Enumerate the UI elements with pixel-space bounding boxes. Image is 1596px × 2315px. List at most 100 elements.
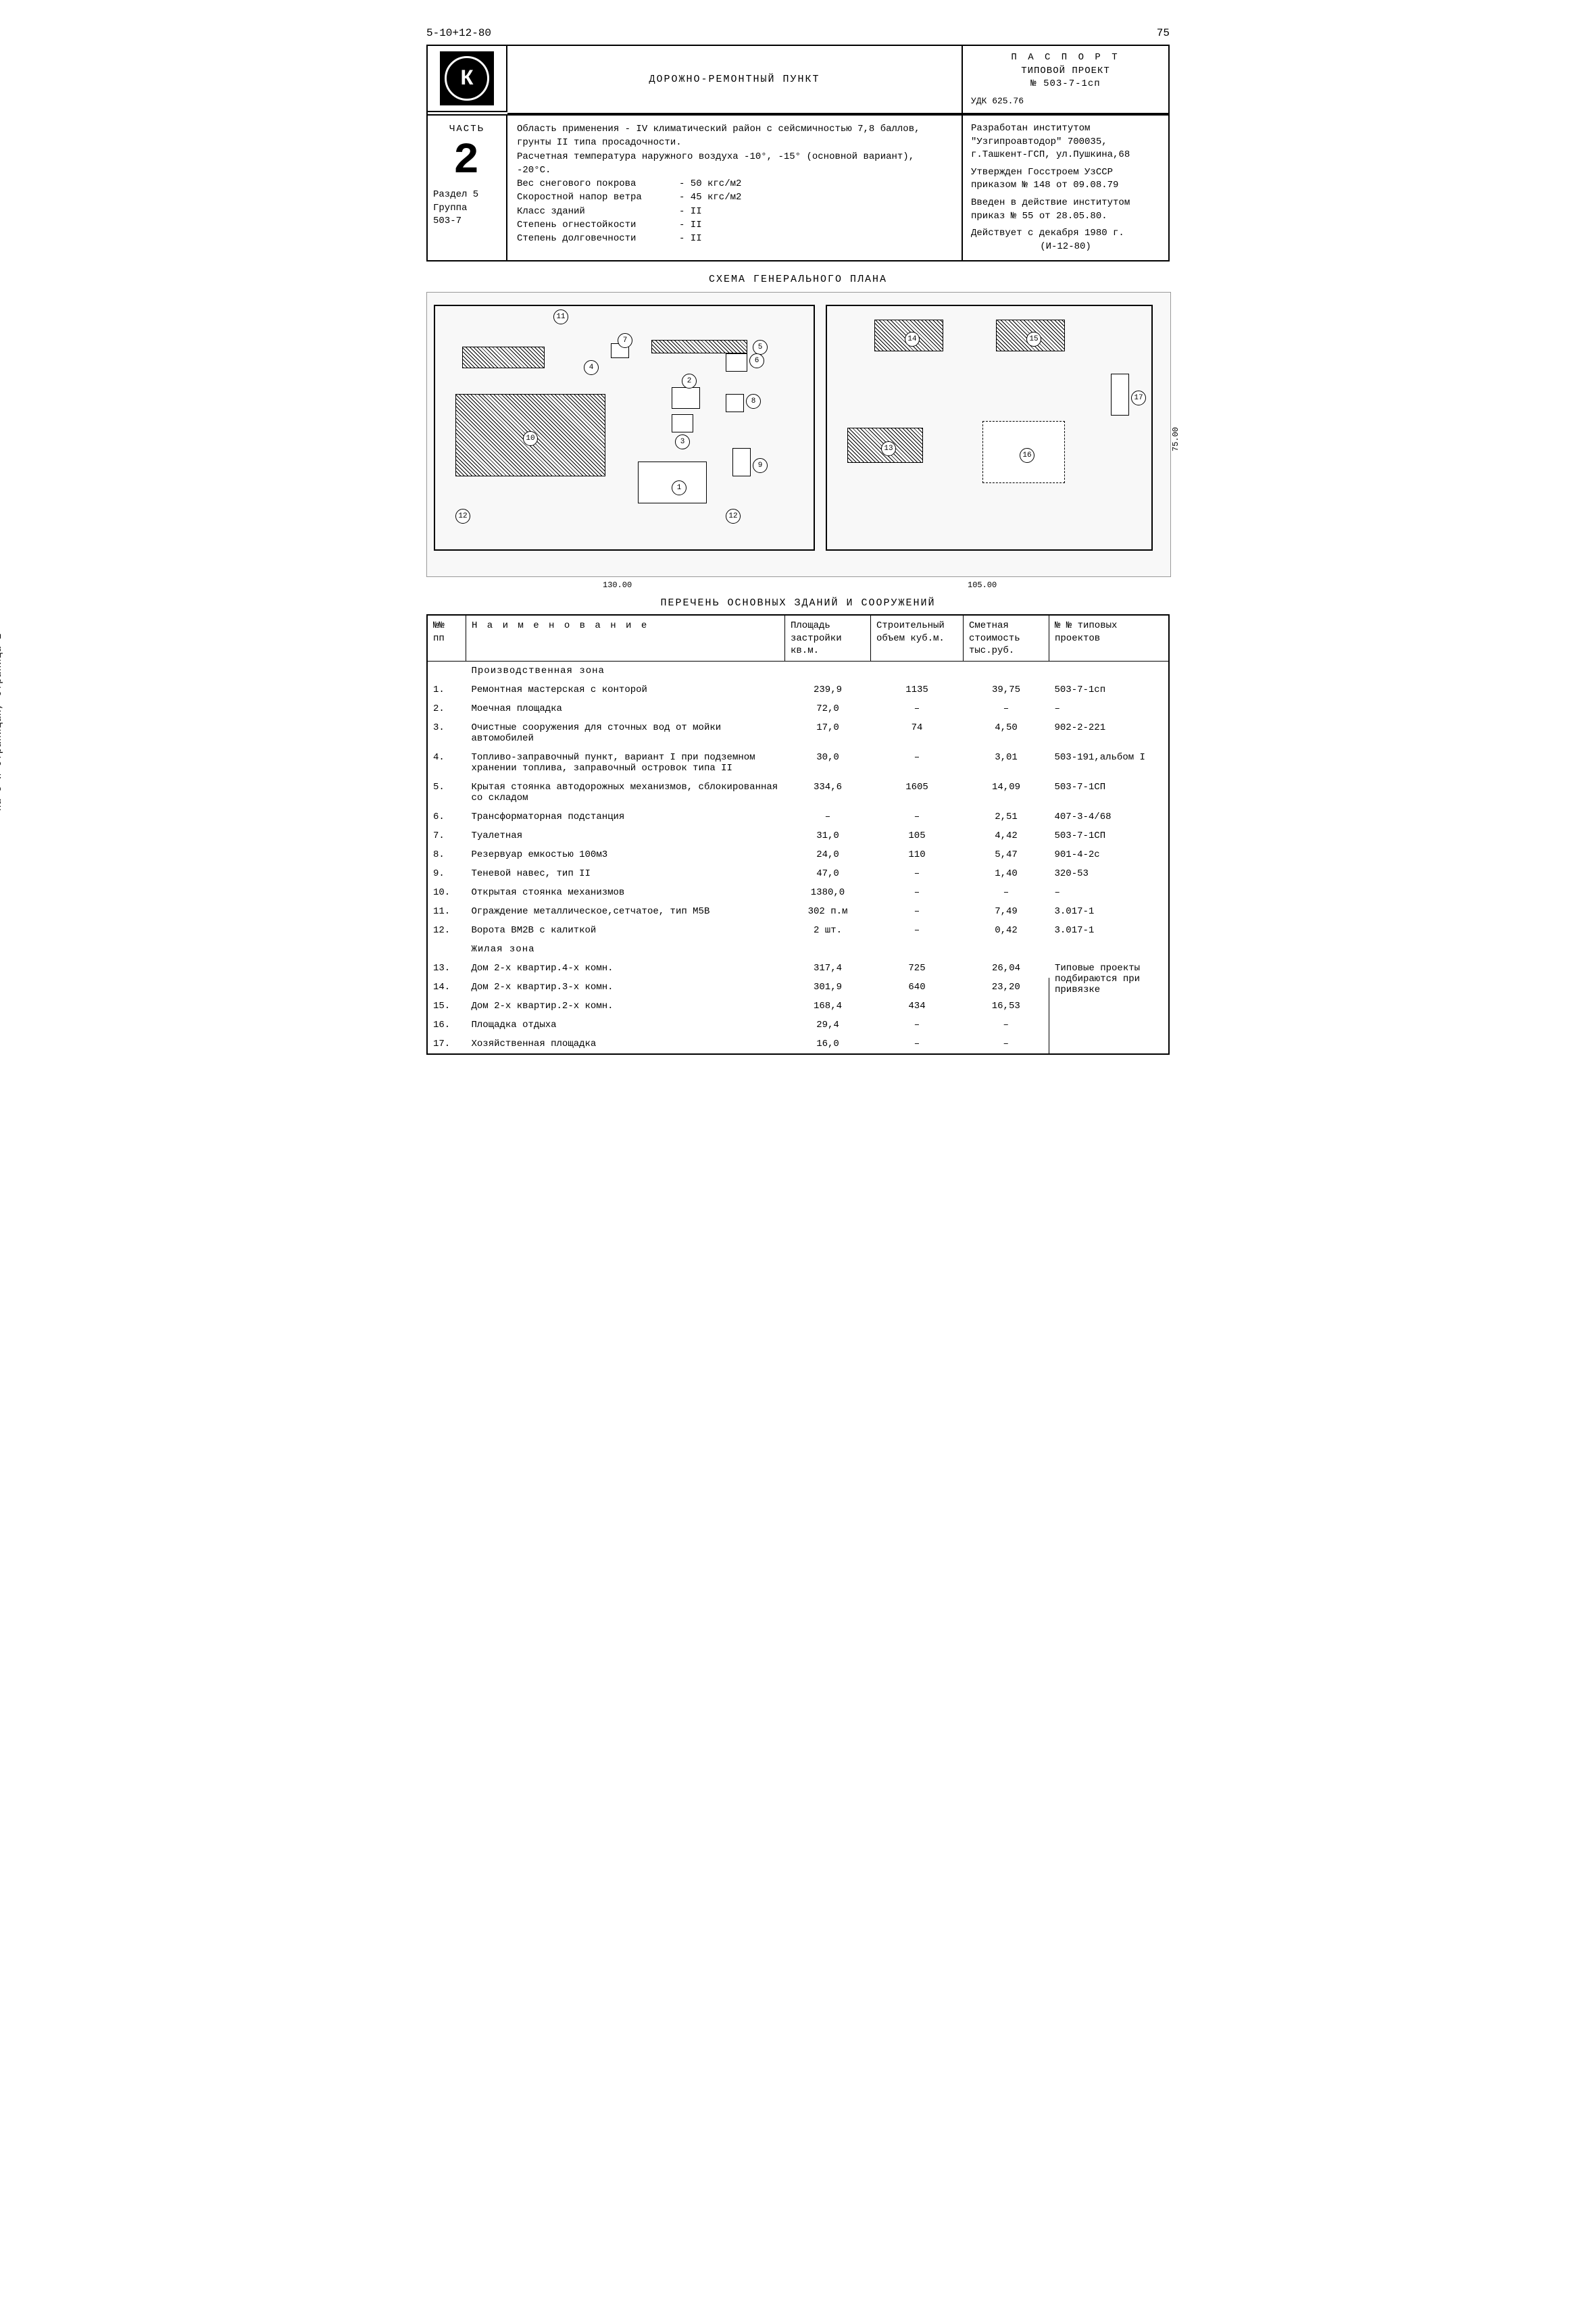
- spec-key: Вес снегового покрова: [517, 177, 679, 191]
- table-row: 7. Туалетная 31,0 105 4,42 503-7-1СП: [427, 826, 1169, 845]
- cell-area: 2 шт.: [785, 921, 871, 940]
- cell-cost: 0,42: [964, 921, 1049, 940]
- dev-code: (И-12-80): [971, 241, 1160, 254]
- bld-2: [672, 387, 700, 409]
- table-row: 5. Крытая стоянка автодорожных механизмо…: [427, 778, 1169, 807]
- cell-num: 16.: [427, 1016, 466, 1035]
- table-row: 8. Резервуар емкостью 100м3 24,0 110 5,4…: [427, 845, 1169, 864]
- table-row: 9. Теневой навес, тип II 47,0 – 1,40 320…: [427, 864, 1169, 883]
- part-group2: 503-7: [433, 215, 501, 228]
- cell-cost: –: [964, 1035, 1049, 1054]
- spec-val: - II: [679, 232, 702, 245]
- cell-cost: 3,01: [964, 748, 1049, 778]
- cell-num: 11.: [427, 902, 466, 921]
- table-row: 12. Ворота ВМ2В с калиткой 2 шт. – 0,42 …: [427, 921, 1169, 940]
- part-number: 2: [433, 140, 501, 183]
- cell-area: 302 п.м: [785, 902, 871, 921]
- dim-height: 75.00: [1171, 427, 1180, 451]
- page-number: 75: [1157, 27, 1170, 39]
- cell-project: 503-7-1СП: [1049, 778, 1170, 807]
- cell-vol: –: [871, 1016, 964, 1035]
- cell-name: Топливо-заправочный пункт, вариант I при…: [466, 748, 785, 778]
- cell-vol: 110: [871, 845, 964, 864]
- spec-cell: Область применения - IV климатический ра…: [507, 116, 963, 260]
- spec-key: Степень долговечности: [517, 232, 679, 245]
- cell-project: 320-53: [1049, 864, 1170, 883]
- udk-code: УДК 625.76: [971, 95, 1160, 107]
- marker-8: 8: [746, 394, 761, 409]
- cell-name: Теневой навес, тип II: [466, 864, 785, 883]
- bld-8: [726, 394, 744, 412]
- table-row: 3. Очистные сооружения для сточных вод о…: [427, 718, 1169, 748]
- spec-val: - 50 кгс/м2: [679, 177, 741, 191]
- dev-enacted: Введен в действие институтом приказ № 55…: [971, 197, 1160, 223]
- table-row: 11. Ограждение металлическое,сетчатое, т…: [427, 902, 1169, 921]
- marker-4: 4: [584, 360, 599, 375]
- spec-val: - II: [679, 218, 702, 232]
- cell-project: –: [1049, 699, 1170, 718]
- side-note: На 8-и страницах, страница 1: [0, 633, 4, 811]
- cell-area: 29,4: [785, 1016, 871, 1035]
- marker-17: 17: [1131, 391, 1146, 405]
- cell-vol: –: [871, 921, 964, 940]
- cell-vol: 640: [871, 978, 964, 997]
- marker-2: 2: [682, 374, 697, 389]
- cell-project: 503-7-1СП: [1049, 826, 1170, 845]
- spec-key: Класс зданий: [517, 205, 679, 218]
- cell-name: Ограждение металлическое,сетчатое, тип М…: [466, 902, 785, 921]
- cell-name: Дом 2-х квартир.4-х комн.: [466, 959, 785, 978]
- part-label: ЧАСТЬ: [433, 124, 501, 134]
- title-block-row2: ЧАСТЬ 2 Раздел 5 Группа 503-7 Область пр…: [426, 116, 1170, 262]
- cell-num: 7.: [427, 826, 466, 845]
- cell-num: 13.: [427, 959, 466, 978]
- logo-letter: К: [445, 56, 489, 101]
- developer-cell: Разработан институтом "Узгипроавтодор" 7…: [963, 116, 1168, 260]
- table-row: 4. Топливо-заправочный пункт, вариант I …: [427, 748, 1169, 778]
- marker-9: 9: [753, 458, 768, 473]
- spec-row: Вес снегового покрова- 50 кгс/м2: [517, 177, 952, 191]
- cell-vol: –: [871, 748, 964, 778]
- cell-area: 334,6: [785, 778, 871, 807]
- marker-7: 7: [618, 333, 632, 348]
- cell-vol: 725: [871, 959, 964, 978]
- spec-val: - II: [679, 205, 702, 218]
- marker-3: 3: [675, 434, 690, 449]
- spec-area: Область применения - IV климатический ра…: [517, 122, 952, 150]
- cell-project: –: [1049, 883, 1170, 902]
- cell-cost: –: [964, 883, 1049, 902]
- spec-temp: Расчетная температура наружного воздуха …: [517, 150, 952, 178]
- cell-vol: –: [871, 883, 964, 902]
- cell-num: 1.: [427, 680, 466, 699]
- col-header: Сметная стоимость тыс.руб.: [964, 615, 1049, 661]
- cell-area: 30,0: [785, 748, 871, 778]
- col-header: Площадь застройки кв.м.: [785, 615, 871, 661]
- cell-vol: –: [871, 807, 964, 826]
- bld-9: [732, 448, 751, 476]
- cell-cost: 4,50: [964, 718, 1049, 748]
- cell-name: Дом 2-х квартир.3-х комн.: [466, 978, 785, 997]
- marker-12b: 12: [726, 509, 741, 524]
- passport-num: № 503-7-1сп: [971, 78, 1160, 91]
- cell-area: 24,0: [785, 845, 871, 864]
- cell-cost: 1,40: [964, 864, 1049, 883]
- cell-num: 6.: [427, 807, 466, 826]
- section-label: Жилая зона: [466, 940, 1170, 959]
- cell-project: 407-3-4/68: [1049, 807, 1170, 826]
- cell-project: 902-2-221: [1049, 718, 1170, 748]
- cell-name: Открытая стоянка механизмов: [466, 883, 785, 902]
- cell-project: 3.017-1: [1049, 902, 1170, 921]
- cell-num: 15.: [427, 997, 466, 1016]
- marker-12a: 12: [455, 509, 470, 524]
- cell-num: 4.: [427, 748, 466, 778]
- cell-name: Резервуар емкостью 100м3: [466, 845, 785, 864]
- bld-6: [726, 353, 747, 372]
- dim-right: 105.00: [968, 580, 997, 590]
- part-section: Раздел 5: [433, 189, 501, 202]
- cell-num: 2.: [427, 699, 466, 718]
- cell-name: Моечная площадка: [466, 699, 785, 718]
- cell-cost: 23,20: [964, 978, 1049, 997]
- cell-area: 317,4: [785, 959, 871, 978]
- part-group1: Группа: [433, 202, 501, 216]
- marker-5: 5: [753, 340, 768, 355]
- plot-residential: 13 14 15 16 17: [826, 305, 1153, 551]
